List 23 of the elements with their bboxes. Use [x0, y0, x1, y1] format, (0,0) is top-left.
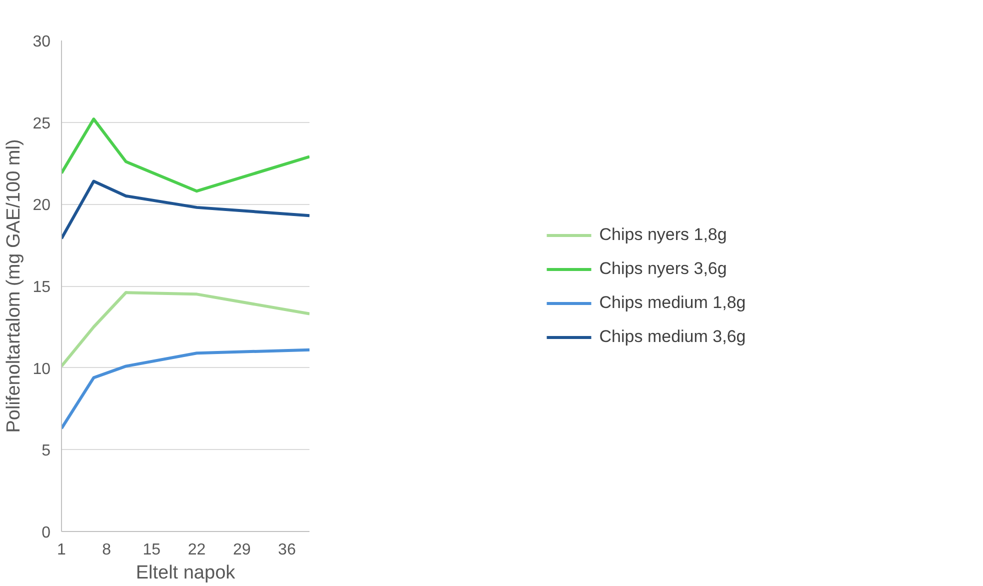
x-tick-label: 15 — [142, 542, 161, 558]
y-tick-label: 20 — [32, 197, 51, 214]
legend-label: Chips nyers 3,6g — [599, 258, 727, 278]
legend-label: Chips nyers 1,8g — [599, 224, 727, 244]
y-tick-label: 25 — [32, 115, 51, 132]
y-axis-title: Polifenoltartalom (mg GAE/100 ml) — [4, 139, 25, 433]
x-tick-label: 22 — [188, 542, 206, 558]
legend-label: Chips medium 1,8g — [599, 292, 746, 312]
y-tick-label: 15 — [32, 279, 51, 296]
line-series — [62, 348, 310, 430]
x-tick-label: 29 — [232, 542, 251, 558]
line-series — [62, 180, 310, 240]
line-series — [62, 291, 310, 368]
y-tick-label: 30 — [32, 34, 51, 50]
x-tick-label: 1 — [57, 542, 66, 558]
x-tick-label: 36 — [278, 542, 296, 558]
line-series — [62, 118, 310, 193]
y-tick-label: 10 — [32, 360, 51, 378]
x-tick-label: 8 — [102, 542, 112, 558]
y-tick-label: 5 — [42, 442, 51, 460]
x-axis-title: Eltelt napok — [136, 562, 236, 584]
y-tick-label: 0 — [42, 524, 51, 542]
legend-label: Chips medium 3,6g — [599, 326, 746, 346]
